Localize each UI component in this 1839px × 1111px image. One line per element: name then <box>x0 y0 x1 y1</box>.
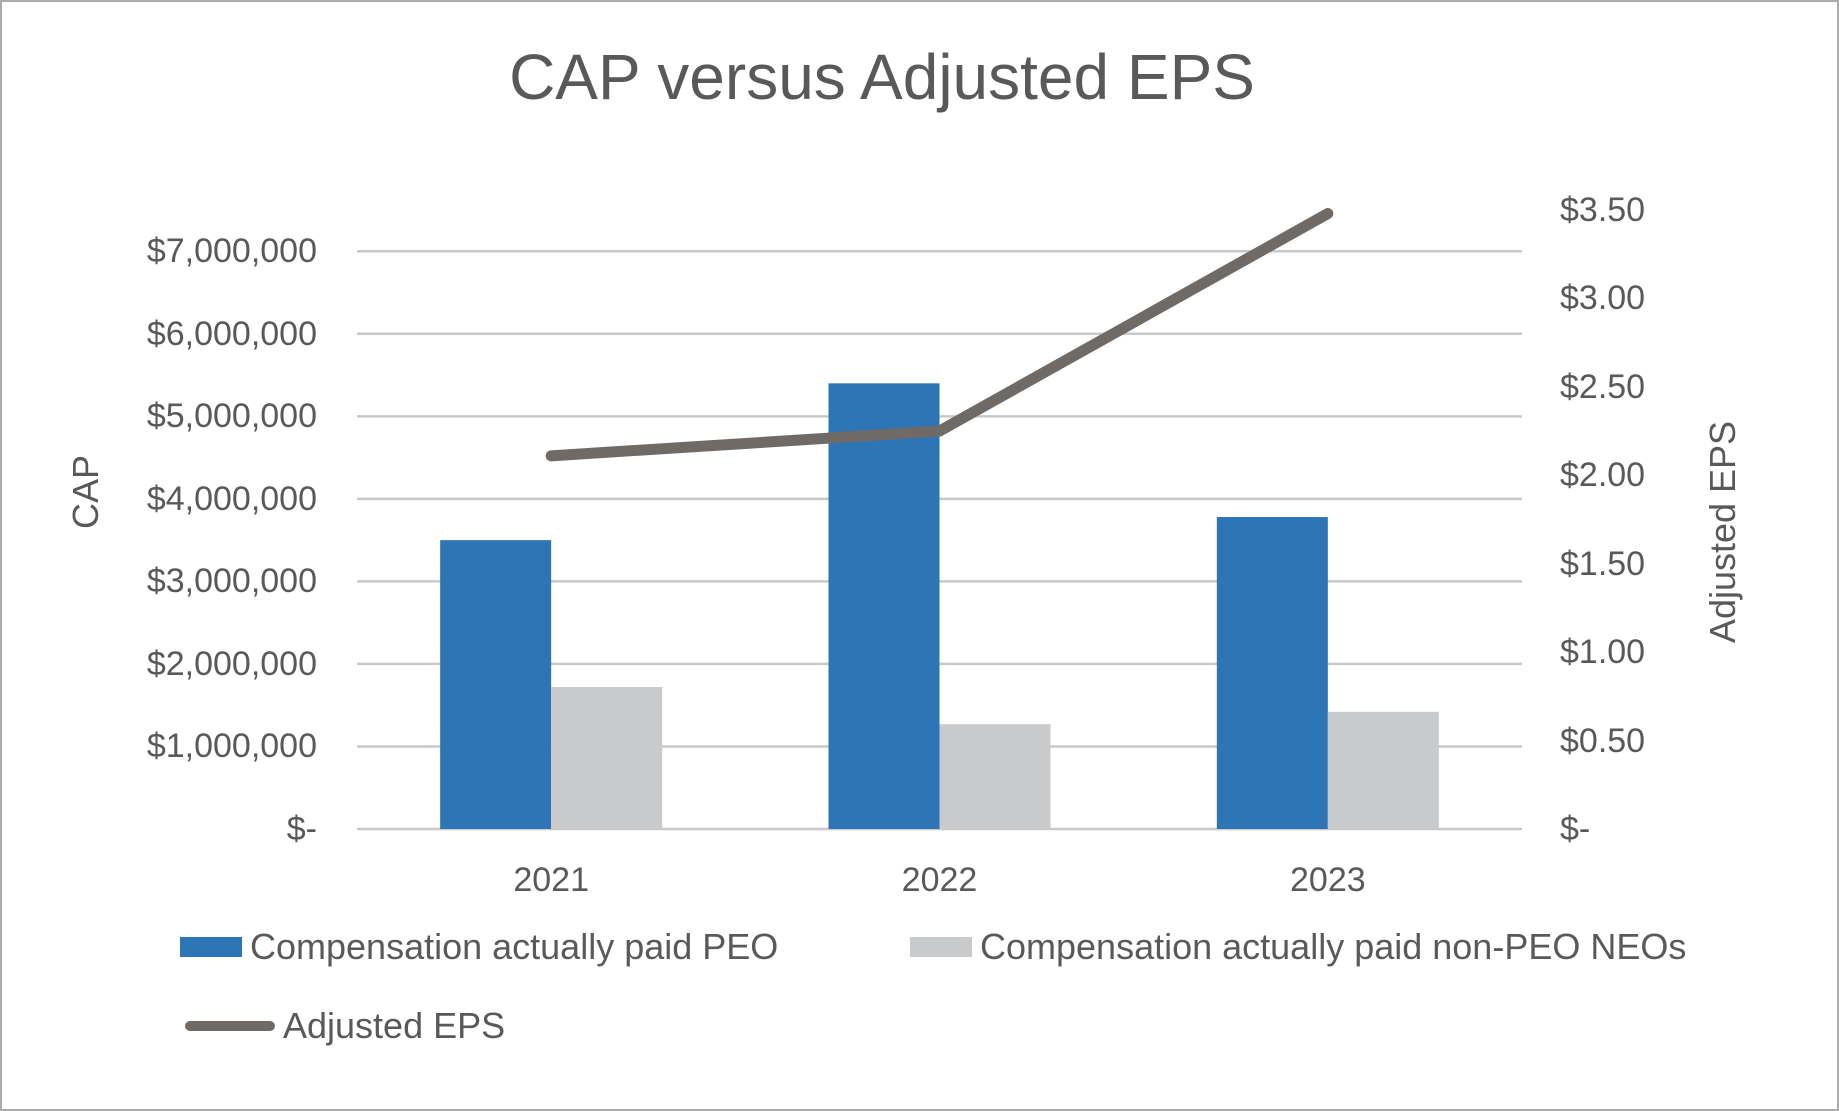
left-axis-tick-label: $- <box>286 810 317 848</box>
left-axis-tick-label: $2,000,000 <box>146 644 317 683</box>
bar-non-peo-2022 <box>939 724 1051 829</box>
x-axis-label-2021: 2021 <box>513 861 589 899</box>
bar-non-peo-2023 <box>1327 711 1439 829</box>
right-axis-tick-label: $1.50 <box>1560 544 1646 583</box>
bar-non-peo-2021 <box>551 687 663 829</box>
legend-label-eps: Adjusted EPS <box>283 1005 506 1046</box>
adjusted-eps-line <box>545 208 1334 462</box>
left-axis-tick-label: $4,000,000 <box>146 479 317 518</box>
x-axis-label-2022: 2022 <box>901 861 978 899</box>
right-axis-tick-label: $2.50 <box>1560 367 1646 406</box>
legend-item-peo: Compensation actually paid PEO <box>180 925 778 969</box>
left-axis-tick-label: $7,000,000 <box>146 232 317 271</box>
bar-peo-2022 <box>828 383 940 829</box>
right-axis-tick-label: $3.00 <box>1560 279 1646 318</box>
right-axis-tick-label: $0.50 <box>1560 721 1646 760</box>
right-axis-tick-label: $3.50 <box>1560 191 1646 229</box>
left-axis-tick-label: $5,000,000 <box>146 397 317 436</box>
legend-item-non-peo: Compensation actually paid non-PEO NEOs <box>910 925 1686 969</box>
legend-item-eps: Adjusted EPS <box>185 1004 505 1048</box>
bar-peo-2023 <box>1216 517 1328 829</box>
chart-title: CAP versus Adjusted EPS <box>509 41 1255 113</box>
legend-swatch-non-peo <box>910 937 972 957</box>
left-axis-ticks: $- $1,000,000 $2,000,000 $3,000,000 $4,000,0… <box>2 2 317 1109</box>
legend-swatch-peo <box>180 937 242 957</box>
legend-label-non-peo: Compensation actually paid non-PEO NEOs <box>980 926 1687 967</box>
legend-swatch-eps-line <box>185 1021 275 1031</box>
left-axis-tick-label: $3,000,000 <box>146 562 317 601</box>
left-axis-tick-label: $6,000,000 <box>146 314 317 353</box>
right-axis-ticks: $- $0.50 $1.00 $1.50 $2.00 $2.50 $3.00 $3.50 <box>1560 2 1837 1109</box>
bar-peo-2021 <box>440 540 552 829</box>
right-axis-tick-label: $2.00 <box>1560 456 1646 495</box>
legend-label-peo: Compensation actually paid PEO <box>250 926 779 967</box>
right-axis-tick-label: $1.00 <box>1560 633 1646 672</box>
left-axis-tick-label: $1,000,000 <box>146 727 317 766</box>
x-axis-label-2023: 2023 <box>1290 861 1366 899</box>
right-axis-tick-label: $- <box>1560 810 1591 848</box>
